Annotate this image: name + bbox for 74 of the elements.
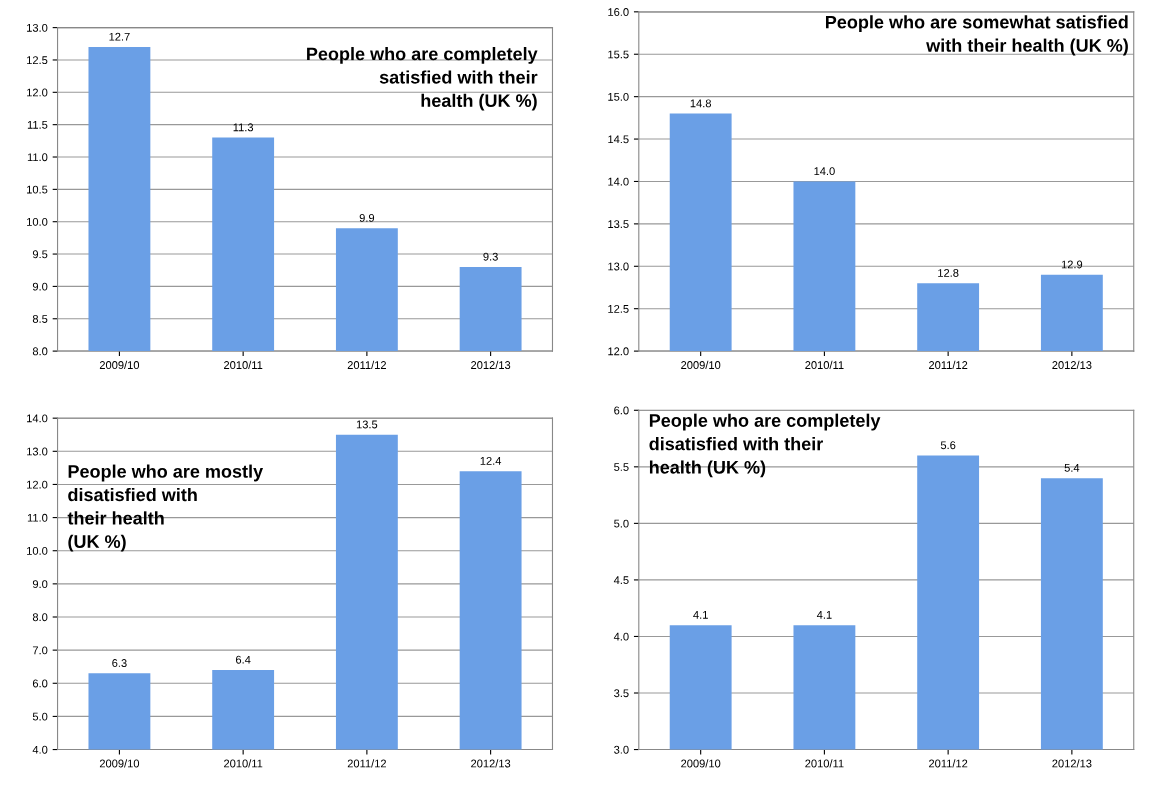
y-tick-label: 12.0 <box>27 480 48 489</box>
data-label: 6.4 <box>235 655 251 664</box>
y-tick-label: 16.0 <box>608 8 629 16</box>
data-label: 5.4 <box>1064 464 1080 472</box>
y-tick-label: 10.5 <box>27 185 48 194</box>
data-label: 12.4 <box>480 456 502 465</box>
x-tick-label: 2009/10 <box>681 360 721 369</box>
data-label: 9.3 <box>483 252 498 261</box>
x-tick-label: 2011/12 <box>929 759 968 768</box>
y-tick-label: 4.5 <box>613 576 629 585</box>
y-tick-label: 13.0 <box>608 262 629 271</box>
y-tick-label: 10.0 <box>27 217 48 226</box>
y-tick-label: 13.0 <box>27 23 48 32</box>
y-tick-label: 14.0 <box>608 177 629 186</box>
text: People who are mostly disatisfied with their health (UK %) <box>67 464 264 552</box>
y-tick-label: 15.0 <box>608 92 629 101</box>
text: People who are somewhat satisfied with their health (UK %) <box>825 15 1128 56</box>
y-tick-label: 6.0 <box>614 406 629 415</box>
y-tick-label: 11.0 <box>27 153 48 162</box>
data-label: 11.3 <box>233 123 254 132</box>
y-tick-label: 10.0 <box>27 546 48 555</box>
y-tick-label: 5.0 <box>32 712 48 721</box>
x-tick-label: 2009/10 <box>99 360 140 369</box>
x-tick-label: 2010/11 <box>805 759 844 768</box>
y-tick-label: 12.0 <box>608 347 629 356</box>
x-tick-label: 2011/12 <box>929 360 968 369</box>
text: People who are completely satisfied with their health (UK %) <box>307 47 538 111</box>
x-tick-label: 2009/10 <box>681 759 721 768</box>
data-label: 9.9 <box>359 213 375 222</box>
y-tick-label: 13.0 <box>27 447 48 456</box>
data-label: 4.1 <box>693 611 708 619</box>
x-tick-label: 2011/12 <box>347 759 386 768</box>
y-tick-label: 9.0 <box>32 282 48 291</box>
y-tick-label: 9.5 <box>32 250 48 259</box>
x-tick-label: 2011/12 <box>347 360 386 369</box>
data-label: 14.8 <box>690 99 711 108</box>
y-tick-label: 8.5 <box>32 315 48 323</box>
data-label: 12.9 <box>1061 260 1083 269</box>
x-tick-label: 2012/13 <box>1052 759 1092 768</box>
y-tick-label: 7.0 <box>32 646 48 655</box>
data-label: 5.6 <box>940 441 956 450</box>
x-tick-label: 2012/13 <box>471 360 511 369</box>
y-tick-label: 12.5 <box>608 304 629 313</box>
y-tick-label: 5.0 <box>614 519 629 528</box>
x-tick-label: 2010/11 <box>805 360 844 369</box>
y-tick-label: 14.5 <box>608 135 629 144</box>
y-tick-label: 12.0 <box>27 88 48 97</box>
x-tick-label: 2010/11 <box>224 759 263 768</box>
y-tick-label: 11.0 <box>27 513 48 522</box>
y-tick-label: 9.0 <box>32 580 48 588</box>
y-tick-label: 15.5 <box>608 50 629 59</box>
y-tick-label: 3.0 <box>614 745 629 754</box>
x-tick-label: 2012/13 <box>471 759 511 768</box>
y-tick-label: 12.5 <box>27 56 48 65</box>
data-label: 4.1 <box>816 611 832 619</box>
y-tick-label: 8.0 <box>32 613 48 622</box>
x-tick-label: 2012/13 <box>1052 360 1092 369</box>
y-tick-label: 11.5 <box>27 121 48 129</box>
x-tick-label: 2009/10 <box>99 759 140 768</box>
y-tick-label: 6.0 <box>32 679 48 688</box>
y-tick-label: 4.0 <box>613 632 629 641</box>
y-tick-label: 8.0 <box>32 347 48 356</box>
data-label: 14.0 <box>814 167 835 176</box>
text: People who are completely disatisfied with their health (UK %) <box>649 413 881 478</box>
y-tick-label: 13.5 <box>608 220 629 229</box>
y-tick-label: 14.0 <box>27 414 48 423</box>
data-label: 6.3 <box>112 659 127 667</box>
data-label: 12.8 <box>938 269 959 277</box>
y-tick-label: 5.5 <box>614 463 629 471</box>
data-label: 12.7 <box>109 32 130 41</box>
x-tick-label: 2010/11 <box>224 360 263 369</box>
y-tick-label: 4.0 <box>32 745 48 754</box>
data-label: 13.5 <box>356 420 378 429</box>
y-tick-label: 3.5 <box>614 689 629 698</box>
